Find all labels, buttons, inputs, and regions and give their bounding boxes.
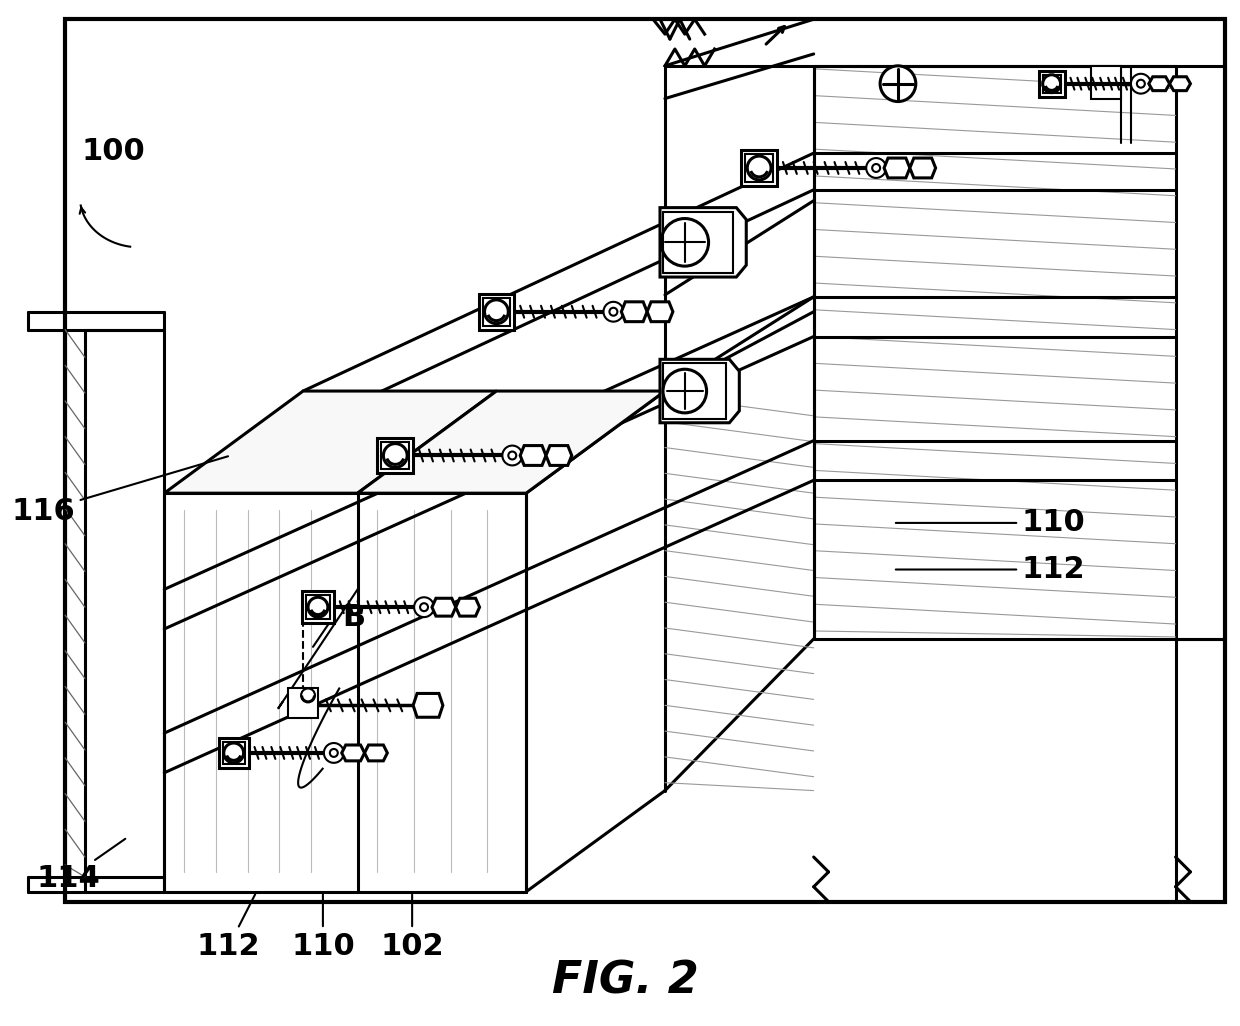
Polygon shape (66, 19, 1225, 902)
Polygon shape (745, 154, 773, 182)
Text: 114: 114 (36, 839, 125, 894)
Polygon shape (223, 742, 244, 763)
Polygon shape (413, 694, 443, 717)
Polygon shape (660, 359, 739, 423)
Circle shape (604, 302, 624, 321)
Circle shape (663, 369, 707, 412)
Circle shape (661, 219, 708, 266)
Text: 116: 116 (11, 457, 228, 525)
Polygon shape (910, 158, 936, 177)
Circle shape (1043, 75, 1060, 92)
Circle shape (308, 597, 327, 617)
Text: 110: 110 (291, 895, 355, 960)
Text: B: B (342, 602, 366, 632)
Polygon shape (1169, 77, 1190, 90)
Circle shape (508, 451, 516, 460)
Polygon shape (647, 302, 673, 321)
Circle shape (867, 158, 887, 177)
Text: FIG. 2: FIG. 2 (552, 959, 698, 1002)
Text: 112: 112 (197, 895, 260, 960)
Polygon shape (164, 391, 496, 494)
Circle shape (502, 445, 522, 466)
Polygon shape (218, 738, 248, 767)
Text: 112: 112 (895, 555, 1085, 584)
Circle shape (383, 443, 407, 468)
Polygon shape (521, 445, 546, 466)
Polygon shape (1091, 66, 1121, 98)
Polygon shape (1148, 77, 1169, 90)
Polygon shape (546, 445, 572, 466)
Polygon shape (382, 441, 409, 469)
Circle shape (324, 743, 343, 763)
Polygon shape (432, 598, 456, 616)
Circle shape (872, 164, 880, 172)
Polygon shape (1039, 71, 1064, 96)
Circle shape (748, 156, 771, 180)
Circle shape (414, 597, 434, 617)
Polygon shape (621, 302, 647, 321)
Polygon shape (303, 591, 334, 623)
Polygon shape (660, 207, 746, 277)
Polygon shape (365, 745, 387, 761)
Circle shape (1131, 74, 1151, 93)
Text: 110: 110 (895, 509, 1086, 538)
Text: 102: 102 (381, 895, 444, 960)
Polygon shape (342, 745, 365, 761)
Text: 100: 100 (82, 136, 146, 165)
Polygon shape (742, 150, 777, 186)
Polygon shape (288, 688, 317, 718)
Circle shape (1137, 80, 1145, 87)
Circle shape (330, 749, 337, 757)
Polygon shape (357, 391, 665, 494)
Circle shape (301, 688, 315, 703)
Circle shape (485, 300, 508, 323)
Circle shape (420, 603, 428, 611)
Polygon shape (377, 438, 413, 473)
Polygon shape (306, 595, 330, 619)
Circle shape (880, 66, 916, 102)
Polygon shape (884, 158, 910, 177)
Polygon shape (456, 598, 480, 616)
Circle shape (223, 743, 243, 763)
Polygon shape (1043, 75, 1060, 92)
Polygon shape (482, 298, 511, 325)
Circle shape (609, 308, 618, 316)
Polygon shape (479, 293, 515, 329)
